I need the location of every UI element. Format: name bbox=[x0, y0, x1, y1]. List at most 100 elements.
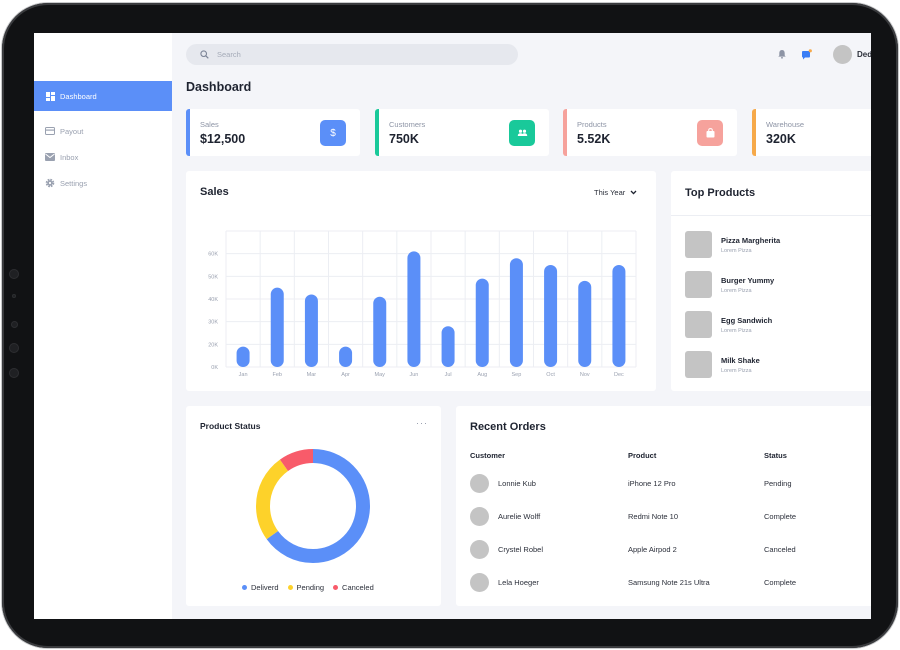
list-item[interactable]: Egg Sandwich Lorem Pizza bbox=[685, 311, 871, 338]
x-tick-label: Jun bbox=[409, 372, 418, 378]
legend-dot bbox=[287, 585, 293, 590]
product-thumbnail bbox=[685, 351, 712, 378]
stat-card-warehouse[interactable]: Warehouse 320K bbox=[752, 109, 871, 156]
product-subtitle: Lorem Pizza bbox=[721, 288, 752, 294]
stat-card-customers[interactable]: Customers 750K bbox=[375, 109, 549, 156]
donut-segment bbox=[256, 449, 370, 563]
stat-card-sales[interactable]: Sales $12,500 $ bbox=[186, 109, 360, 156]
recent-orders-card: Recent Orders Customer Product Status Lo… bbox=[456, 406, 871, 606]
accent-bar bbox=[186, 109, 190, 156]
stat-value: 320K bbox=[766, 132, 796, 146]
product-name: Egg Sandwich bbox=[721, 316, 773, 325]
x-tick-label: Mar bbox=[307, 372, 317, 378]
sales-chart-card: Sales This Year 0K 20K 30K 40K 50K 60K Jan Feb M… bbox=[186, 171, 656, 391]
side-button bbox=[9, 269, 19, 279]
column-header: Status bbox=[764, 451, 787, 460]
sales-bar-chart: 0K 20K 30K 40K 50K 60K Jan Feb Mar Apr May Jun Jul Au… bbox=[208, 230, 637, 378]
product-subtitle: Lorem Pizza bbox=[721, 328, 752, 334]
order-status: Canceled bbox=[764, 545, 796, 554]
sidebar: Dashboard Payout Inbox Settings bbox=[34, 33, 172, 619]
product-status-card: Product Status ··· Deliverd Pending Canc… bbox=[186, 406, 441, 606]
accent-bar bbox=[563, 109, 567, 156]
product-name: Samsung Note 21s Ultra bbox=[628, 578, 710, 587]
accent-bar bbox=[752, 109, 756, 156]
stat-label: Customers bbox=[389, 120, 426, 129]
dollar-icon: $ bbox=[320, 120, 346, 146]
table-row[interactable]: Aurelie Wolff Redmi Note 10 Complete bbox=[470, 507, 870, 527]
sidebar-item-inbox[interactable]: Inbox bbox=[34, 142, 172, 172]
avatar bbox=[470, 573, 489, 592]
search-input[interactable] bbox=[217, 50, 477, 59]
y-tick-label: 50K bbox=[208, 274, 218, 280]
product-name: Pizza Margherita bbox=[721, 236, 781, 245]
period-select[interactable]: This Year bbox=[594, 188, 637, 197]
mail-icon bbox=[45, 152, 55, 162]
stat-card-products[interactable]: Products 5.52K bbox=[563, 109, 737, 156]
product-thumbnail bbox=[685, 271, 712, 298]
column-header: Customer bbox=[470, 451, 506, 460]
order-status: Pending bbox=[764, 479, 792, 488]
legend-dot bbox=[333, 585, 339, 590]
product-name: Apple Airpod 2 bbox=[628, 545, 677, 554]
table-row[interactable]: Crystel Robel Apple Airpod 2 Canceled bbox=[470, 540, 870, 560]
product-thumbnail bbox=[685, 311, 712, 338]
legend-label: Deliverd bbox=[251, 583, 279, 592]
sidebar-item-dashboard[interactable]: Dashboard bbox=[34, 81, 172, 111]
customer-name: Aurelie Wolff bbox=[498, 512, 541, 521]
chevron-down-icon bbox=[630, 188, 637, 197]
bar bbox=[270, 287, 284, 367]
legend-item: Pending bbox=[287, 583, 325, 592]
sidebar-item-settings[interactable]: Settings bbox=[34, 168, 172, 198]
period-select-value: This Year bbox=[594, 188, 626, 197]
bell-icon[interactable] bbox=[776, 48, 788, 60]
bar bbox=[578, 280, 592, 367]
table-row[interactable]: Lonnie Kub iPhone 12 Pro Pending bbox=[470, 474, 870, 494]
users-icon bbox=[509, 120, 535, 146]
stat-label: Products bbox=[577, 120, 607, 129]
table-row[interactable]: Lela Hoeger Samsung Note 21s Ultra Compl… bbox=[470, 573, 870, 593]
sidebar-item-label: Dashboard bbox=[60, 91, 97, 101]
divider bbox=[671, 215, 871, 216]
product-name: Burger Yummy bbox=[721, 276, 775, 285]
user-name[interactable]: Ded bbox=[857, 50, 871, 59]
product-subtitle: Lorem Pizza bbox=[721, 248, 752, 254]
sidebar-item-label: Settings bbox=[60, 178, 88, 188]
x-tick-label: Sep bbox=[512, 372, 522, 378]
gear-icon bbox=[45, 178, 55, 188]
y-tick-label: 40K bbox=[208, 297, 218, 303]
avatar bbox=[470, 474, 489, 493]
side-button bbox=[9, 343, 19, 353]
stat-label: Warehouse bbox=[766, 120, 805, 129]
stat-value: $12,500 bbox=[200, 132, 246, 146]
grid-icon bbox=[45, 91, 55, 101]
y-tick-label: 20K bbox=[208, 342, 218, 348]
message-flag-icon[interactable] bbox=[800, 48, 812, 60]
sidebar-item-label: Payout bbox=[60, 126, 84, 136]
customer-name: Lela Hoeger bbox=[498, 578, 539, 587]
legend-label: Pending bbox=[296, 583, 325, 592]
bar bbox=[612, 265, 626, 367]
search-bar[interactable] bbox=[186, 44, 518, 65]
product-name: Milk Shake bbox=[721, 356, 760, 365]
list-item[interactable]: Milk Shake Lorem Pizza bbox=[685, 351, 871, 378]
x-tick-label: Jul bbox=[445, 372, 452, 378]
card-title: Product Status bbox=[200, 421, 261, 431]
list-item[interactable]: Pizza Margherita Lorem Pizza bbox=[685, 231, 871, 258]
card-title: Recent Orders bbox=[470, 421, 546, 433]
list-item[interactable]: Burger Yummy Lorem Pizza bbox=[685, 271, 871, 298]
credit-card-icon bbox=[45, 126, 55, 136]
sidebar-item-payout[interactable]: Payout bbox=[34, 116, 172, 146]
more-options-icon[interactable]: ··· bbox=[416, 418, 428, 428]
donut-segment bbox=[256, 449, 370, 563]
stat-value: 750K bbox=[389, 132, 419, 146]
card-title: Top Products bbox=[685, 187, 756, 199]
bar bbox=[441, 326, 455, 367]
page-title: Dashboard bbox=[186, 80, 252, 94]
avatar bbox=[470, 540, 489, 559]
avatar[interactable] bbox=[833, 45, 852, 64]
y-tick-label: 30K bbox=[208, 320, 218, 326]
x-tick-label: Oct bbox=[546, 372, 555, 378]
stat-label: Sales bbox=[200, 120, 219, 129]
side-camera bbox=[11, 321, 18, 328]
legend-dot bbox=[242, 585, 247, 590]
